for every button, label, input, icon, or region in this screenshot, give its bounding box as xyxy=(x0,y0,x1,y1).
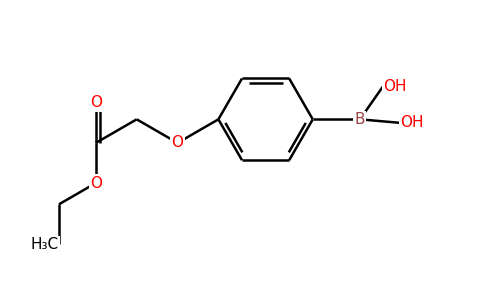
Text: B: B xyxy=(355,112,365,127)
Text: OH: OH xyxy=(400,115,424,130)
Text: OH: OH xyxy=(383,79,407,94)
Text: O: O xyxy=(90,176,102,190)
Text: H₃C: H₃C xyxy=(31,237,59,252)
Text: O: O xyxy=(90,95,102,110)
Text: O: O xyxy=(171,135,183,150)
